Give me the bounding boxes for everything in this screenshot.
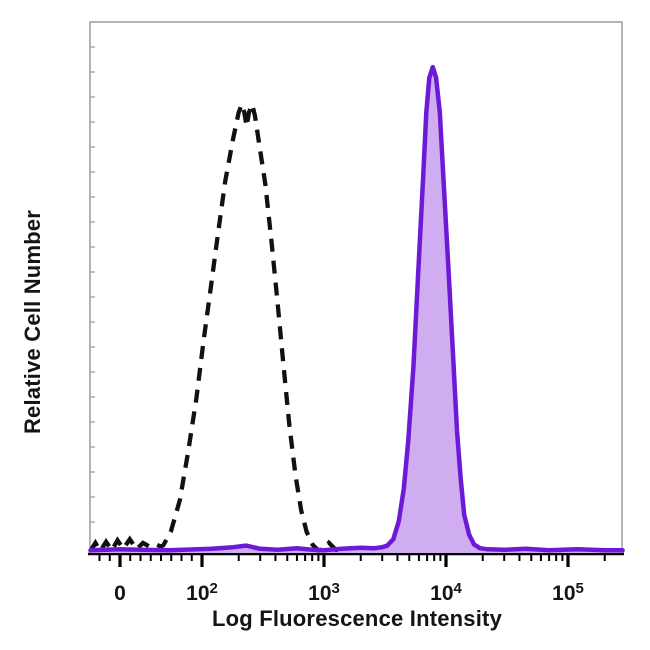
plot-border (89, 21, 623, 554)
x-tick-label: 0 (114, 582, 126, 605)
stained-histogram-outline (88, 64, 625, 553)
x-tick-exponent: 5 (575, 580, 584, 597)
x-tick-exponent: 4 (453, 580, 462, 597)
stained-histogram-fill (90, 67, 623, 553)
x-tick-label: 103 (308, 580, 340, 605)
x-tick-exponent: 3 (331, 580, 340, 597)
x-tick-exponent: 2 (209, 580, 218, 597)
x-tick-label: 104 (430, 580, 462, 605)
x-tick-label: 105 (552, 580, 584, 605)
isotype-control-curve (88, 97, 342, 555)
x-tick-label: 102 (186, 580, 218, 605)
x-axis-label: Log Fluorescence Intensity (211, 606, 503, 631)
y-axis-label: Relative Cell Number (20, 209, 45, 435)
